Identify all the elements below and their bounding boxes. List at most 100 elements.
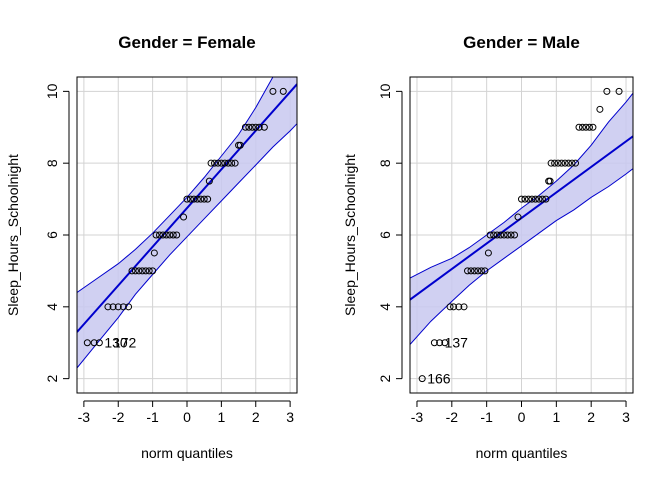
data-point — [156, 231, 163, 239]
reference-line — [77, 83, 297, 333]
data-point — [578, 123, 586, 131]
data-point — [524, 195, 532, 203]
y-tick-label: 4 — [377, 303, 393, 311]
data-point — [615, 87, 623, 95]
data-point — [269, 87, 277, 95]
data-point — [255, 123, 263, 131]
x-tick-label: -1 — [146, 409, 159, 425]
data-point — [585, 123, 593, 131]
data-point — [477, 267, 485, 275]
data-point — [241, 123, 249, 131]
panel-title: Gender = Male — [463, 33, 580, 52]
x-tick-label: 2 — [587, 409, 595, 425]
point-id-label: 172 — [113, 335, 137, 351]
data-point — [521, 195, 529, 203]
reference-line — [410, 135, 633, 301]
data-point — [430, 339, 438, 347]
data-point — [200, 195, 208, 203]
data-point — [460, 303, 468, 311]
data-point — [169, 231, 177, 239]
data-point — [90, 339, 98, 347]
data-point — [183, 195, 191, 203]
data-point — [125, 303, 133, 311]
x-tick-label: -2 — [112, 409, 125, 425]
y-axis-title: Sleep_Hours_Schoolnight — [342, 154, 358, 316]
point-id-label: 130 — [104, 335, 128, 351]
data-point — [109, 303, 117, 311]
y-tick-label: 2 — [377, 375, 393, 383]
panel-title: Gender = Female — [118, 33, 255, 52]
y-tick-label: 10 — [377, 83, 393, 99]
x-tick-label: -1 — [480, 409, 493, 425]
data-point — [518, 195, 525, 203]
data-point — [224, 159, 232, 167]
data-point — [596, 105, 604, 113]
x-tick-label: 1 — [217, 409, 225, 425]
data-point — [603, 87, 611, 95]
data-point — [547, 159, 555, 167]
x-tick-label: -3 — [411, 409, 424, 425]
data-point — [535, 195, 543, 203]
x-tick-label: 0 — [518, 409, 526, 425]
data-point — [504, 231, 512, 239]
data-point — [248, 123, 256, 131]
data-point — [565, 159, 573, 167]
data-point — [463, 267, 471, 275]
plot-area — [77, 77, 297, 393]
x-tick-label: 1 — [552, 409, 560, 425]
data-point — [538, 195, 546, 203]
data-point — [484, 249, 492, 257]
data-point — [135, 267, 143, 275]
data-point — [260, 123, 268, 131]
y-tick-label: 4 — [44, 303, 60, 311]
data-point — [542, 195, 550, 203]
data-point — [441, 339, 449, 347]
x-tick-label: 3 — [286, 409, 294, 425]
data-point — [455, 303, 463, 311]
y-tick-label: 10 — [44, 83, 60, 99]
data-point — [546, 177, 554, 185]
y-tick-label: 6 — [44, 231, 60, 239]
data-point — [231, 159, 239, 167]
y-tick-label: 8 — [44, 159, 60, 167]
data-point — [467, 267, 475, 275]
data-point — [575, 123, 583, 131]
plot-area — [410, 77, 633, 393]
point-id-label: 166 — [427, 371, 451, 387]
data-point — [507, 231, 515, 239]
data-point — [193, 195, 201, 203]
y-tick-label: 2 — [44, 375, 60, 383]
panel-2: 137 166 -3 -2 -1 0 1 2 3 2 4 6 8 10 Gender = Male norm … — [342, 33, 634, 461]
data-point — [446, 303, 454, 311]
data-point — [279, 87, 287, 95]
data-point — [83, 339, 91, 347]
data-point — [531, 195, 539, 203]
data-point — [149, 267, 157, 275]
data-point — [142, 267, 150, 275]
y-tick-label: 8 — [377, 159, 393, 167]
plot-frame — [409, 76, 634, 394]
data-point — [470, 267, 478, 275]
data-point — [493, 231, 501, 239]
data-point — [554, 159, 562, 167]
data-point — [561, 159, 569, 167]
data-point — [131, 267, 139, 275]
x-tick-label: -3 — [78, 409, 91, 425]
data-point — [252, 123, 260, 131]
data-point — [166, 231, 174, 239]
data-point — [572, 159, 580, 167]
data-point — [159, 231, 167, 239]
data-point — [245, 123, 253, 131]
data-point — [582, 123, 590, 131]
x-axis-title: norm quantiles — [141, 445, 233, 461]
data-point — [568, 159, 576, 167]
x-tick-label: 2 — [252, 409, 260, 425]
data-point — [589, 123, 597, 131]
data-point — [119, 303, 127, 311]
data-point — [145, 267, 153, 275]
x-axis-title: norm quantiles — [476, 445, 568, 461]
data-point — [204, 195, 212, 203]
